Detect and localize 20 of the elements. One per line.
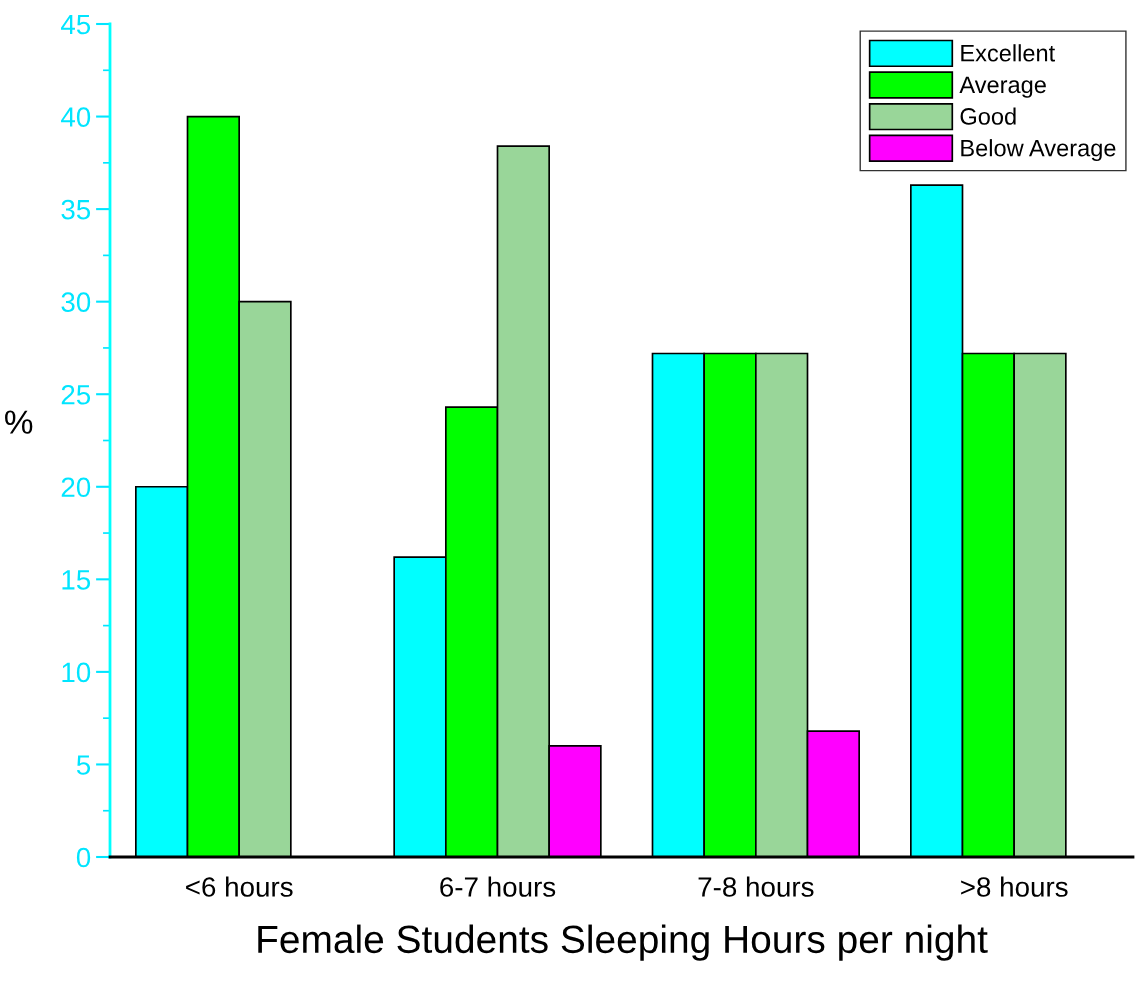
y-tick-label: 0 (76, 847, 91, 868)
y-tick-label: 5 (76, 755, 91, 775)
legend-label: Good (960, 107, 1016, 125)
y-axis-title: % (5, 410, 33, 434)
y-tick-label: 45 (60, 14, 91, 35)
y-tick-label: 15 (62, 570, 91, 590)
x-axis-title: Female Students Sleeping Hours per night (258, 924, 988, 961)
y-tick-label: 20 (61, 477, 91, 498)
x-tick-label: 6-7 hours (440, 876, 556, 897)
x-tick-label: >8 hours (961, 876, 1068, 897)
y-tick-label: 40 (60, 107, 91, 127)
legend-label: Average (959, 76, 1046, 98)
y-tick-label: 35 (61, 199, 91, 220)
x-tick-label: <6 hours (186, 876, 293, 897)
y-tick-label: 30 (61, 292, 91, 313)
x-tick-label: 7-8 hours (698, 876, 814, 897)
y-tick-label: 25 (61, 384, 91, 405)
legend-label: Excellent (961, 44, 1056, 62)
legend-label: Below Average (961, 139, 1116, 162)
y-tick-label: 10 (62, 662, 91, 683)
